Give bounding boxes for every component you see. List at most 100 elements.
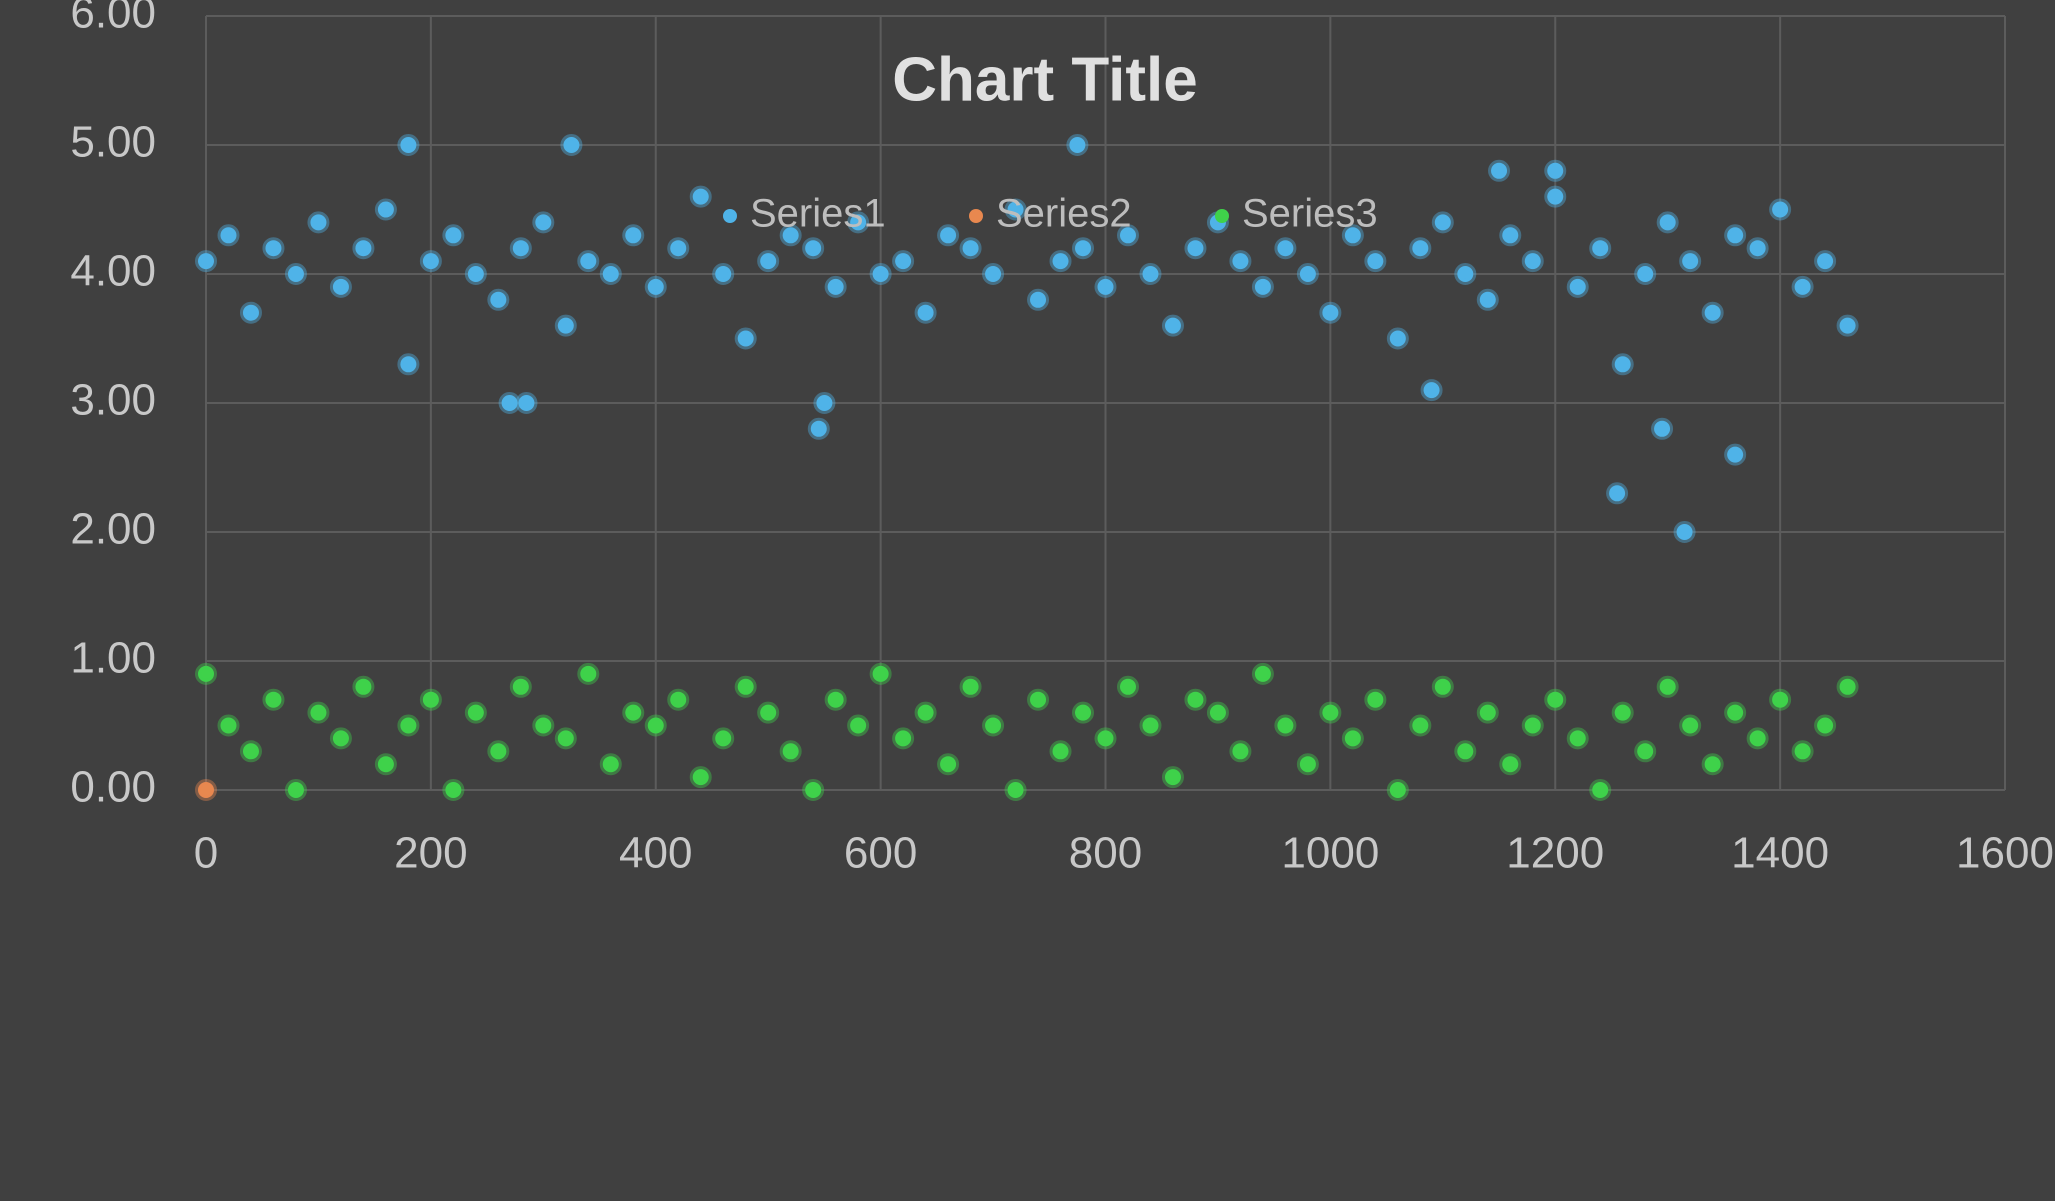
point bbox=[307, 211, 330, 234]
point bbox=[1791, 740, 1814, 763]
point bbox=[217, 224, 240, 247]
x-tick-label: 1000 bbox=[1281, 829, 1379, 878]
point bbox=[712, 727, 735, 750]
point bbox=[1116, 224, 1139, 247]
point bbox=[1431, 211, 1454, 234]
y-tick-label: 3.00 bbox=[70, 376, 156, 425]
point bbox=[914, 701, 937, 724]
point bbox=[1746, 727, 1769, 750]
point bbox=[352, 675, 375, 698]
chart-title: Chart Title bbox=[892, 45, 1197, 114]
point bbox=[1420, 379, 1443, 402]
grid: 0.00 1.00 2.00 3.00 4.00 5.00 6.00 0 200 400 600 80… bbox=[70, 0, 2054, 878]
y-tick-label: 2.00 bbox=[70, 505, 156, 554]
x-tick-label: 1600 bbox=[1956, 829, 2054, 878]
point bbox=[824, 275, 847, 298]
point bbox=[442, 224, 465, 247]
point bbox=[914, 301, 937, 324]
point bbox=[1386, 779, 1409, 801]
point bbox=[807, 417, 830, 440]
point bbox=[1206, 701, 1229, 724]
point bbox=[824, 688, 847, 711]
legend-label: Series1 bbox=[750, 192, 886, 236]
point bbox=[397, 714, 420, 737]
point bbox=[1004, 198, 1027, 221]
point bbox=[195, 779, 217, 801]
point bbox=[1161, 766, 1184, 789]
point bbox=[1066, 134, 1089, 156]
point bbox=[487, 288, 510, 311]
point bbox=[1184, 237, 1207, 260]
point bbox=[1409, 714, 1432, 737]
point bbox=[847, 714, 870, 737]
point bbox=[622, 224, 645, 247]
point bbox=[1679, 714, 1702, 737]
point bbox=[1072, 237, 1095, 260]
point bbox=[464, 701, 487, 724]
point bbox=[779, 224, 802, 247]
point bbox=[1094, 275, 1117, 298]
point bbox=[1656, 675, 1679, 698]
point bbox=[554, 727, 577, 750]
point bbox=[262, 237, 285, 260]
point bbox=[1521, 250, 1544, 273]
point bbox=[689, 185, 712, 208]
point bbox=[374, 198, 397, 221]
point bbox=[1634, 740, 1657, 763]
point bbox=[1027, 688, 1050, 711]
point bbox=[847, 211, 870, 234]
point bbox=[982, 263, 1005, 285]
point bbox=[1364, 688, 1387, 711]
point bbox=[217, 714, 240, 737]
point bbox=[577, 250, 600, 273]
point bbox=[1606, 482, 1629, 505]
point bbox=[239, 301, 262, 324]
point bbox=[1274, 237, 1297, 260]
point bbox=[515, 392, 538, 414]
point bbox=[802, 779, 825, 801]
legend-label: Series3 bbox=[1242, 192, 1378, 236]
point bbox=[195, 662, 217, 685]
legend-marker bbox=[723, 209, 737, 223]
point bbox=[1251, 275, 1274, 298]
point bbox=[1488, 159, 1511, 182]
legend-marker bbox=[1215, 209, 1229, 223]
point bbox=[1251, 662, 1274, 685]
point bbox=[419, 250, 442, 273]
point bbox=[892, 727, 915, 750]
point bbox=[599, 263, 622, 285]
point bbox=[1769, 198, 1792, 221]
point bbox=[1004, 779, 1027, 801]
point bbox=[1049, 250, 1072, 273]
y-tick-label: 1.00 bbox=[70, 634, 156, 683]
point bbox=[560, 134, 583, 156]
point bbox=[1274, 714, 1297, 737]
point bbox=[937, 224, 960, 247]
point bbox=[397, 134, 420, 156]
point bbox=[307, 701, 330, 724]
point bbox=[1673, 521, 1696, 543]
point bbox=[1072, 701, 1095, 724]
point bbox=[1769, 688, 1792, 711]
point bbox=[509, 237, 532, 260]
point bbox=[813, 392, 836, 414]
point bbox=[1656, 211, 1679, 234]
y-tick-label: 0.00 bbox=[70, 763, 156, 812]
point bbox=[959, 237, 982, 260]
point bbox=[487, 740, 510, 763]
x-tick-label: 800 bbox=[1069, 829, 1142, 878]
point bbox=[1454, 740, 1477, 763]
point bbox=[1454, 263, 1477, 285]
point bbox=[1724, 443, 1747, 466]
point bbox=[329, 727, 352, 750]
point bbox=[869, 662, 892, 685]
point bbox=[959, 675, 982, 698]
point bbox=[1094, 727, 1117, 750]
point bbox=[734, 327, 757, 350]
point bbox=[1499, 753, 1522, 776]
point bbox=[712, 263, 735, 285]
point bbox=[667, 237, 690, 260]
y-tick-label: 4.00 bbox=[70, 247, 156, 296]
